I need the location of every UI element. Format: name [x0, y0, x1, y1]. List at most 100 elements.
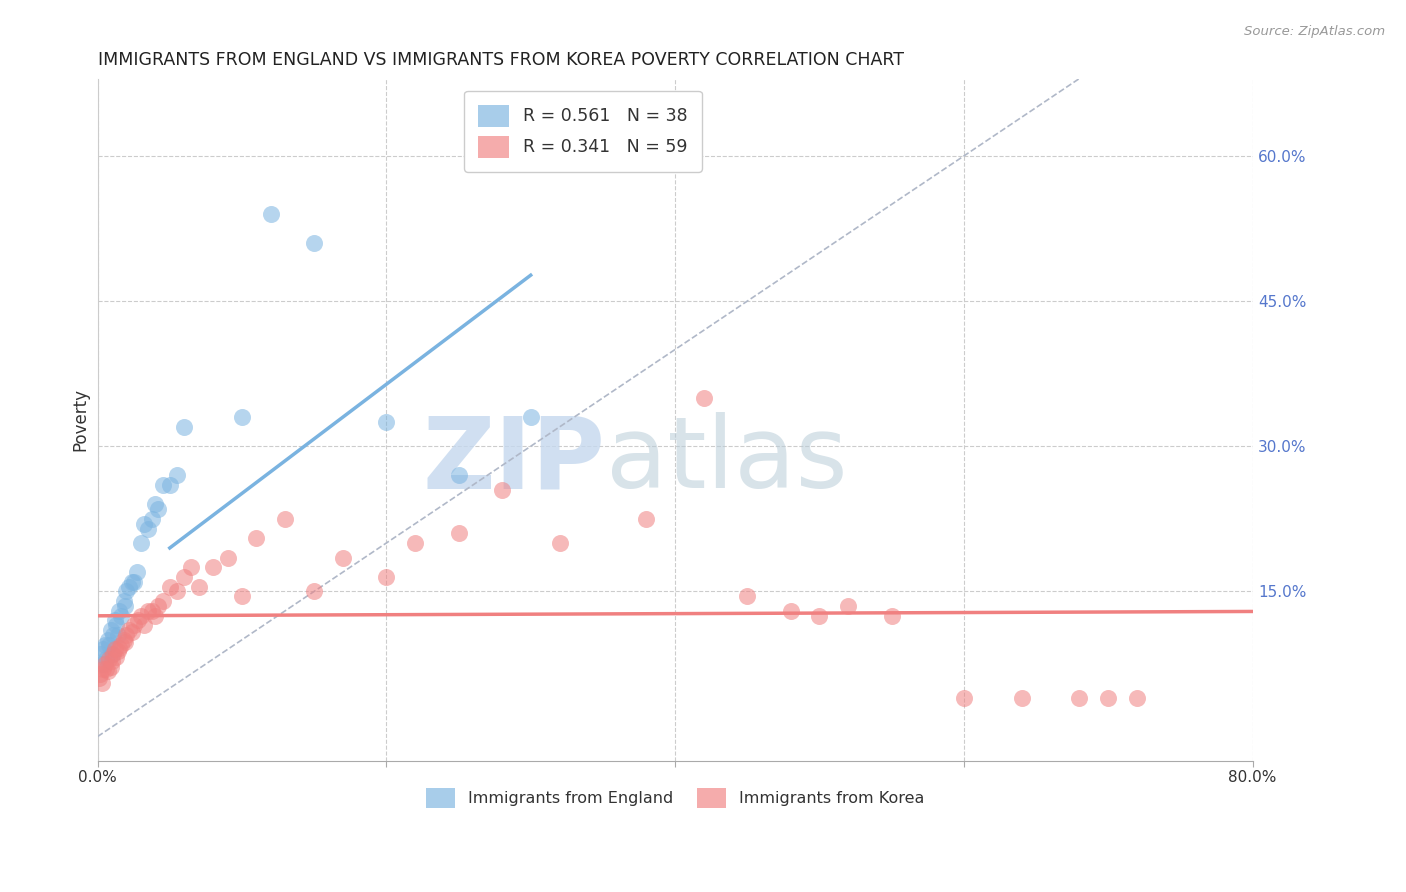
Text: IMMIGRANTS FROM ENGLAND VS IMMIGRANTS FROM KOREA POVERTY CORRELATION CHART: IMMIGRANTS FROM ENGLAND VS IMMIGRANTS FR… [97, 51, 904, 69]
Point [108, 604, 131, 618]
Point [125, 565, 148, 579]
Point [129, 536, 152, 550]
Point [121, 625, 143, 640]
Point [97, 664, 120, 678]
Point [548, 536, 571, 550]
Point [105, 650, 128, 665]
Point [105, 618, 128, 632]
Point [152, 478, 174, 492]
Point [173, 420, 195, 434]
Point [97, 632, 120, 647]
Point [90, 657, 112, 671]
Point [231, 589, 253, 603]
Point [118, 623, 141, 637]
Point [122, 574, 145, 589]
Point [302, 235, 325, 250]
Point [100, 623, 122, 637]
Point [519, 410, 541, 425]
Point [1069, 690, 1091, 705]
Point [136, 521, 159, 535]
Point [112, 594, 135, 608]
Point [114, 634, 136, 648]
Point [127, 614, 149, 628]
Point [115, 584, 138, 599]
Point [375, 415, 398, 429]
Text: ZIP: ZIP [423, 412, 606, 509]
Point [880, 608, 903, 623]
Point [87, 672, 110, 686]
Point [808, 608, 831, 623]
Point [148, 599, 170, 613]
Point [693, 391, 716, 405]
Point [104, 614, 127, 628]
Point [103, 628, 125, 642]
Point [166, 584, 188, 599]
Point [217, 550, 239, 565]
Point [231, 410, 253, 425]
Point [143, 497, 166, 511]
Point [202, 560, 225, 574]
Point [141, 512, 163, 526]
Point [110, 638, 132, 652]
Point [332, 550, 354, 565]
Point [114, 599, 136, 613]
Point [103, 648, 125, 662]
Point [121, 574, 143, 589]
Point [129, 608, 152, 623]
Point [93, 642, 115, 657]
Point [447, 526, 470, 541]
Point [107, 628, 129, 642]
Point [735, 589, 758, 603]
Point [132, 516, 155, 531]
Point [159, 478, 181, 492]
Point [96, 662, 118, 676]
Point [96, 652, 118, 666]
Text: atlas: atlas [606, 412, 848, 509]
Point [302, 584, 325, 599]
Point [404, 536, 426, 550]
Point [1011, 690, 1033, 705]
Point [94, 657, 117, 671]
Point [187, 580, 209, 594]
Point [260, 207, 283, 221]
Point [491, 483, 513, 497]
Point [180, 560, 202, 574]
Legend: Immigrants from England, Immigrants from Korea: Immigrants from England, Immigrants from… [420, 782, 931, 814]
Point [104, 642, 127, 657]
Text: Source: ZipAtlas.com: Source: ZipAtlas.com [1244, 25, 1385, 38]
Point [1097, 690, 1119, 705]
Point [101, 648, 124, 662]
Point [98, 652, 121, 666]
Point [143, 608, 166, 623]
Point [101, 654, 124, 668]
Point [636, 512, 658, 526]
Point [148, 502, 170, 516]
Point [94, 638, 117, 652]
Point [110, 608, 132, 623]
Point [107, 644, 129, 658]
Point [173, 570, 195, 584]
Point [118, 580, 141, 594]
Y-axis label: Poverty: Poverty [72, 388, 89, 451]
Point [1126, 690, 1149, 705]
Point [141, 604, 163, 618]
Point [779, 604, 801, 618]
Point [837, 599, 859, 613]
Point [122, 618, 145, 632]
Point [89, 666, 111, 681]
Point [89, 648, 111, 662]
Point [90, 676, 112, 690]
Point [108, 640, 131, 655]
Point [447, 468, 470, 483]
Point [100, 660, 122, 674]
Point [152, 594, 174, 608]
Point [132, 618, 155, 632]
Point [159, 580, 181, 594]
Point [136, 604, 159, 618]
Point [112, 632, 135, 647]
Point [98, 638, 121, 652]
Point [953, 690, 976, 705]
Point [245, 531, 267, 545]
Point [93, 662, 115, 676]
Point [166, 468, 188, 483]
